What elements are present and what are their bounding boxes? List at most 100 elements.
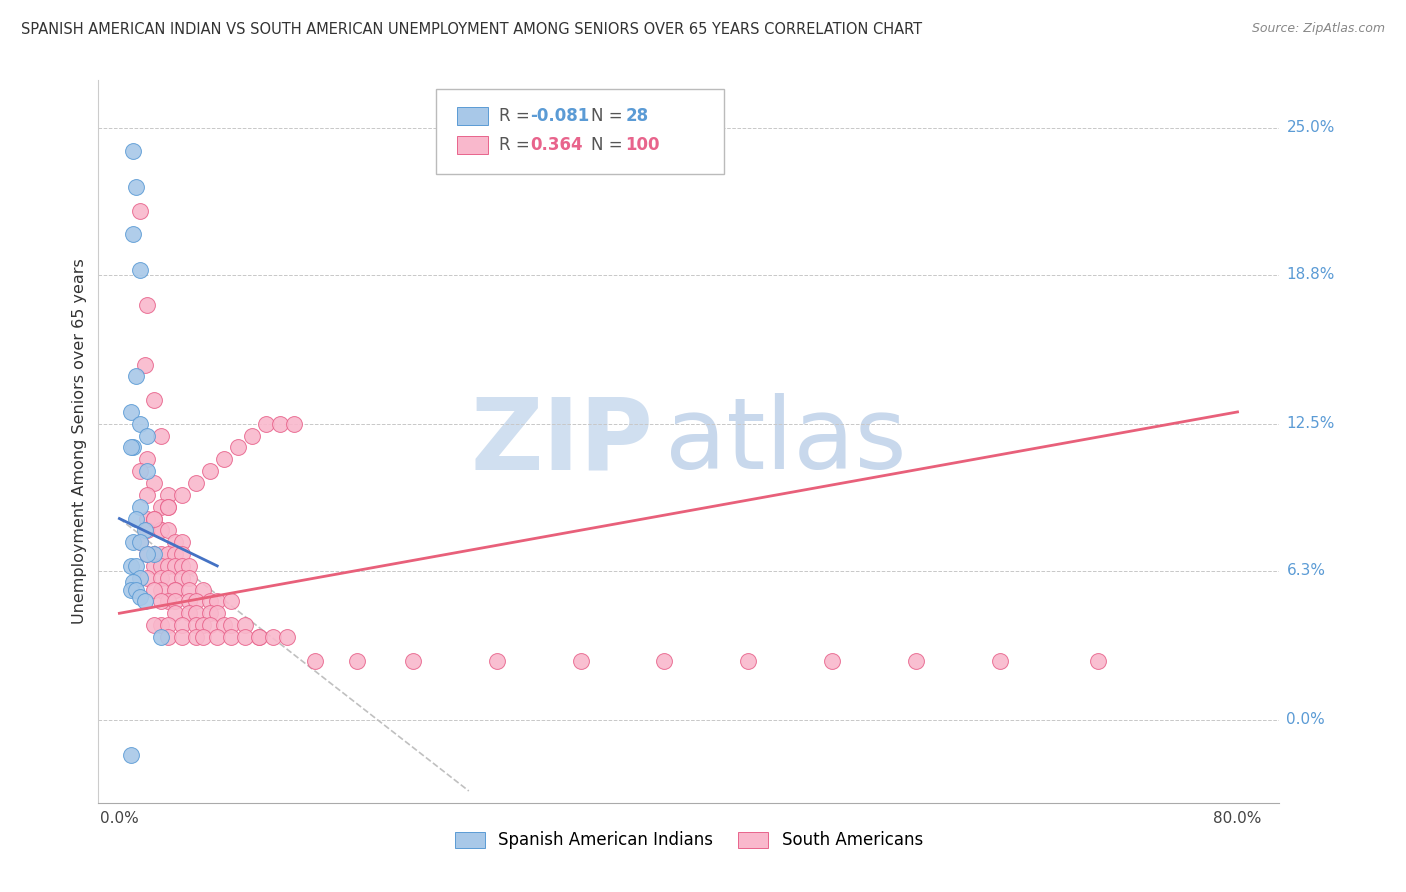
Y-axis label: Unemployment Among Seniors over 65 years: Unemployment Among Seniors over 65 years (72, 259, 87, 624)
Point (129, 500, 152, 514)
Point (157, 558, 180, 573)
Point (179, 558, 201, 573)
Point (233, 630, 256, 644)
Point (179, 582, 201, 597)
Point (200, 594, 222, 608)
Point (136, 547, 159, 561)
Point (165, 582, 187, 597)
Point (157, 500, 180, 514)
Point (150, 547, 173, 561)
Point (125, 558, 148, 573)
Text: 25.0%: 25.0% (1286, 120, 1334, 136)
Point (136, 298, 159, 312)
Point (485, 654, 508, 668)
Point (129, 262, 152, 277)
Point (150, 428, 173, 442)
Point (150, 594, 173, 608)
Point (150, 558, 173, 573)
Point (233, 618, 256, 632)
Point (179, 594, 201, 608)
Point (905, 654, 928, 668)
Point (136, 571, 159, 585)
Text: 100: 100 (626, 136, 661, 154)
Point (157, 594, 180, 608)
Point (254, 417, 277, 431)
Text: R =: R = (499, 136, 536, 154)
Point (136, 488, 159, 502)
Point (122, 441, 145, 455)
Point (129, 417, 152, 431)
Text: 6.3%: 6.3% (1286, 563, 1326, 578)
Point (179, 571, 201, 585)
Point (654, 654, 676, 668)
Point (150, 524, 173, 538)
Point (172, 571, 194, 585)
Point (143, 582, 166, 597)
Point (134, 358, 156, 372)
Text: N =: N = (591, 107, 627, 125)
Point (150, 524, 173, 538)
Point (172, 488, 194, 502)
Point (212, 618, 235, 632)
Point (134, 524, 156, 538)
Point (226, 441, 249, 455)
Point (143, 511, 166, 525)
Point (122, 227, 145, 242)
Point (165, 558, 187, 573)
Point (143, 558, 166, 573)
Point (172, 630, 194, 644)
Point (172, 535, 194, 549)
Point (193, 630, 215, 644)
Point (165, 547, 187, 561)
Point (186, 607, 208, 621)
Legend: Spanish American Indians, South Americans: Spanish American Indians, South American… (449, 824, 929, 856)
Point (120, 558, 142, 573)
Point (129, 590, 152, 604)
Text: ZIP: ZIP (471, 393, 654, 490)
Point (200, 464, 222, 478)
Point (122, 575, 145, 590)
Point (136, 464, 159, 478)
Point (143, 618, 166, 632)
Point (150, 630, 173, 644)
Point (1087, 654, 1109, 668)
Point (143, 393, 166, 408)
Text: R =: R = (499, 107, 536, 125)
Point (569, 654, 592, 668)
Point (200, 618, 222, 632)
Point (247, 630, 270, 644)
Point (129, 203, 152, 218)
Point (200, 607, 222, 621)
Point (346, 654, 368, 668)
Text: 28: 28 (626, 107, 648, 125)
Text: SPANISH AMERICAN INDIAN VS SOUTH AMERICAN UNEMPLOYMENT AMONG SENIORS OVER 65 YEA: SPANISH AMERICAN INDIAN VS SOUTH AMERICA… (21, 22, 922, 37)
Point (186, 618, 208, 632)
Point (136, 428, 159, 442)
Point (262, 630, 284, 644)
Point (165, 594, 187, 608)
Point (186, 630, 208, 644)
Text: atlas: atlas (665, 393, 907, 490)
Point (269, 417, 291, 431)
Point (402, 654, 425, 668)
Point (212, 452, 235, 467)
Text: N =: N = (591, 136, 627, 154)
Point (186, 475, 208, 490)
Point (150, 571, 173, 585)
Point (143, 475, 166, 490)
Point (143, 547, 166, 561)
Point (143, 547, 166, 561)
Text: 0.364: 0.364 (530, 136, 582, 154)
Point (821, 654, 844, 668)
Point (129, 535, 152, 549)
Point (165, 582, 187, 597)
Point (125, 369, 148, 384)
Point (120, 405, 142, 419)
Point (157, 571, 180, 585)
Point (129, 535, 152, 549)
Point (143, 511, 166, 525)
Point (193, 582, 215, 597)
Point (120, 748, 142, 763)
Point (205, 594, 228, 608)
Point (136, 511, 159, 525)
